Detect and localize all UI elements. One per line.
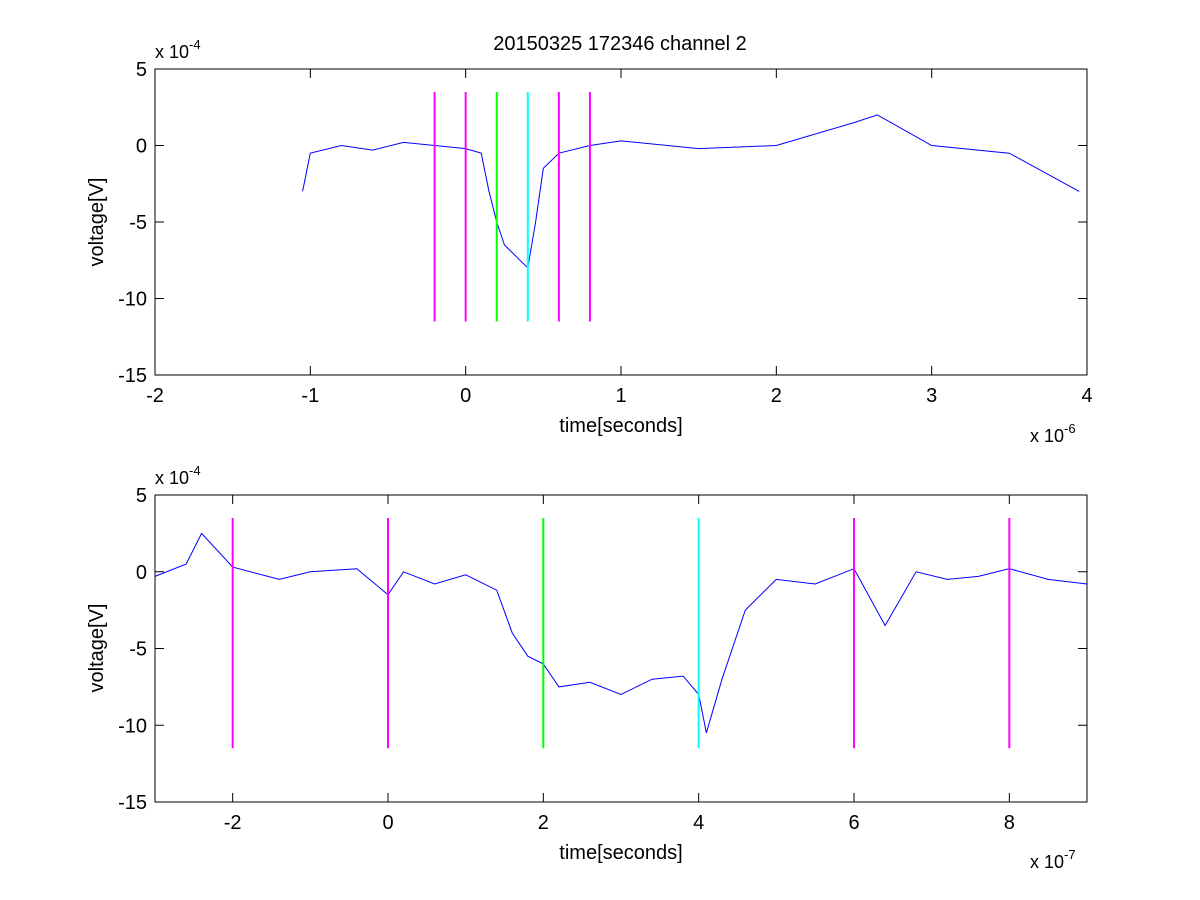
bottom-plot-y-exponent: -4 bbox=[189, 463, 201, 478]
bottom-plot-x-tick-label: -2 bbox=[224, 812, 242, 834]
top-plot-x-multiplier: x 10-6 bbox=[1030, 421, 1076, 446]
top-plot-y-tick-label: -15 bbox=[118, 365, 147, 387]
bottom-plot-x-tick-label: 4 bbox=[693, 812, 704, 834]
bottom-plot-x-tick-label: 0 bbox=[382, 812, 393, 834]
bottom-plot-axes-box bbox=[154, 494, 1088, 803]
top-plot-y-tick-label: -5 bbox=[129, 212, 147, 234]
bottom-plot-ylabel: voltage[V] bbox=[86, 604, 108, 693]
bottom-plot-x-exponent: -7 bbox=[1064, 847, 1076, 862]
bottom-plot-marks: -2 0 2 4 6 8 -15 -10 -5 0 5 bbox=[118, 485, 1088, 834]
top-plot-y-tick-label: 5 bbox=[136, 59, 147, 81]
bottom-plot-series-line bbox=[154, 532, 1088, 734]
bottom-plot-x-multiplier-base: x 10 bbox=[1030, 852, 1064, 872]
bottom-plot-y-tick-label: -15 bbox=[118, 792, 147, 814]
top-plot-x-tick-label: 4 bbox=[1081, 385, 1092, 407]
bottom-plot-xlabel: time[seconds] bbox=[559, 842, 682, 864]
top-plot-axes-box bbox=[154, 68, 1088, 376]
top-plot-x-multiplier-base: x 10 bbox=[1030, 426, 1064, 446]
top-plot-x-exponent: -6 bbox=[1064, 421, 1076, 436]
bottom-plot-x-tick-label: 6 bbox=[848, 812, 859, 834]
bottom-plot-y-tick-label: 0 bbox=[136, 562, 147, 584]
bottom-plot-x-tick-label: 8 bbox=[1004, 812, 1015, 834]
bottom-plot-y-tick-label: -10 bbox=[118, 715, 147, 737]
bottom-plot: -2 0 2 4 6 8 -15 -10 -5 0 5 time[seconds] voltage[… bbox=[86, 463, 1088, 872]
bottom-plot-y-tick-label: -5 bbox=[129, 639, 147, 661]
top-plot-y-multiplier-base: x 10 bbox=[155, 42, 189, 62]
bottom-plot-x-multiplier: x 10-7 bbox=[1030, 847, 1076, 872]
top-plot-x-tick-label: 3 bbox=[926, 385, 937, 407]
top-plot-y-exponent: -4 bbox=[189, 37, 201, 52]
bottom-plot-y-multiplier-base: x 10 bbox=[155, 468, 189, 488]
top-plot-ylabel: voltage[V] bbox=[86, 178, 108, 267]
top-plot-y-tick-label: 0 bbox=[136, 136, 147, 158]
bottom-plot-y-multiplier: x 10-4 bbox=[155, 463, 201, 488]
top-plot-marks: -2 -1 0 1 2 3 4-15-10-505 bbox=[118, 59, 1092, 407]
top-plot-xlabel: time[seconds] bbox=[559, 415, 682, 437]
top-plot-series-line bbox=[302, 114, 1080, 269]
top-plot-x-tick-label: -1 bbox=[301, 385, 319, 407]
top-plot: -2 -1 0 1 2 3 4-15-10-505 time[seconds] voltag… bbox=[86, 37, 1093, 446]
bottom-plot-y-tick-label: 5 bbox=[136, 485, 147, 507]
top-plot-y-tick-label: -10 bbox=[118, 289, 147, 311]
top-plot-y-multiplier: x 10-4 bbox=[155, 37, 201, 62]
bottom-plot-x-tick-label: 2 bbox=[538, 812, 549, 834]
top-plot-x-tick-label: 1 bbox=[615, 385, 626, 407]
top-plot-x-tick-label: 0 bbox=[460, 385, 471, 407]
figure-title: 20150325 172346 channel 2 bbox=[493, 33, 747, 55]
top-plot-x-tick-label: 2 bbox=[771, 385, 782, 407]
top-plot-x-tick-label: -2 bbox=[146, 385, 164, 407]
